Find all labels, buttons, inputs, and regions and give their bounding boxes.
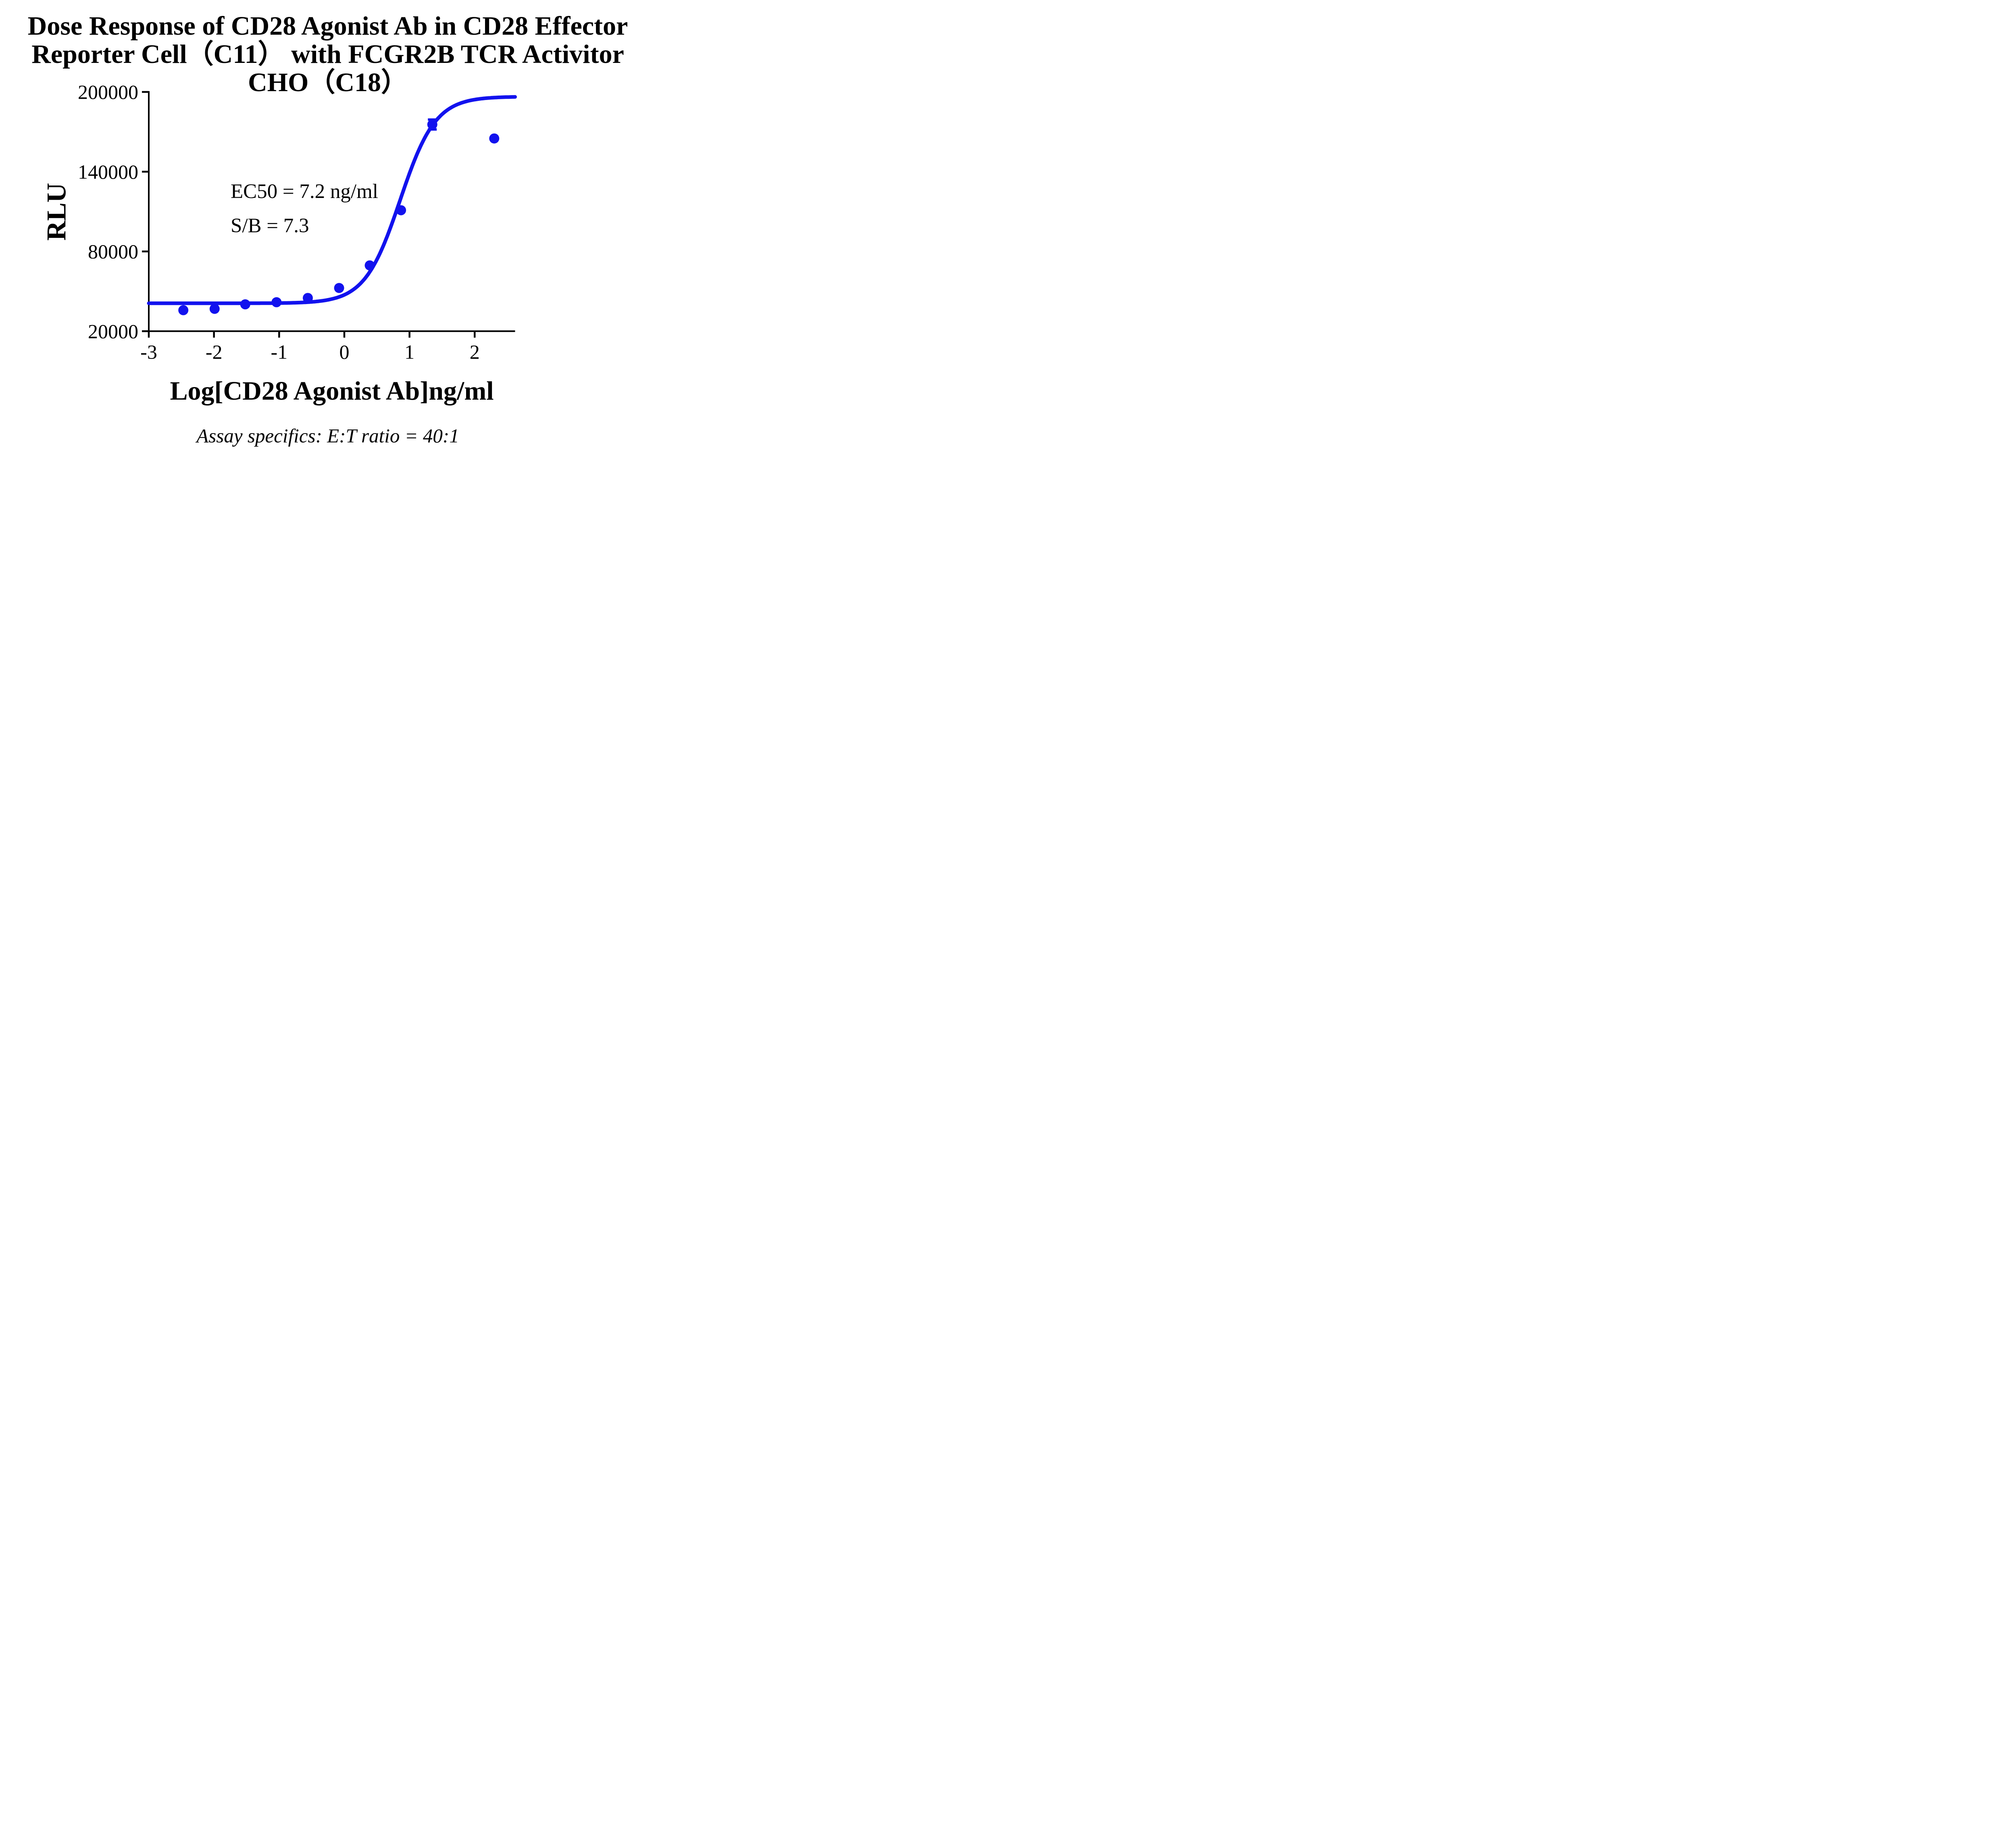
x-tick-label: 0 [339,340,349,363]
data-point [396,205,406,215]
x-tick-label: -3 [140,340,157,363]
fit-curve [147,95,517,305]
data-point [240,299,250,310]
data-point [489,133,500,144]
fit-annotation: EC50 = 7.2 ng/ml S/B = 7.3 [231,175,378,243]
data-point [427,119,437,130]
chart-title-line2: Reporter Cell（C11） with FCGR2B TCR Activ… [31,40,624,97]
x-axis-title: Log[CD28 Agonist Ab]ng/ml [170,376,494,406]
data-point [178,305,189,315]
data-point [209,304,220,314]
x-tick-label: 2 [470,340,480,363]
dose-response-plot: 20000 80000 140000 200000 -3 -2 -1 0 1 2 [78,81,517,363]
chart-title-line1: Dose Response of CD28 Agonist Ab in CD28… [27,11,628,41]
x-tick-label: 1 [404,340,414,363]
x-tick-label: -2 [206,340,223,363]
y-tick-label: 140000 [78,161,138,183]
ec50-value: EC50 = 7.2 ng/ml [231,180,378,203]
x-tick-label: -1 [271,340,287,363]
signal-background-ratio: S/B = 7.3 [231,215,309,237]
y-tick-label: 20000 [88,320,138,342]
data-point [364,260,375,271]
y-tick-label: 80000 [88,240,138,263]
chart-title: Dose Response of CD28 Agonist Ab in CD28… [0,12,656,97]
data-point [334,283,344,293]
assay-specifics-note: Assay specifics: E:T ratio = 40:1 [196,425,459,447]
data-point [302,293,313,303]
y-tick-label: 200000 [78,81,138,103]
data-point [271,297,282,307]
